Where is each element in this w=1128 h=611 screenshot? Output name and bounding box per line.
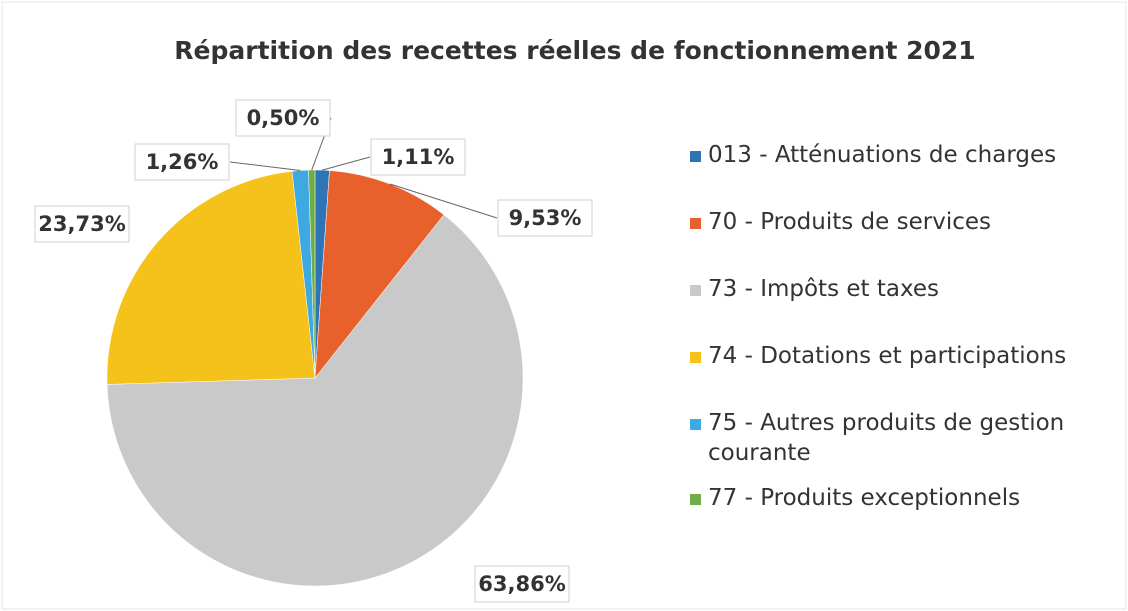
legend-swatch [690, 419, 701, 430]
label-box [497, 199, 593, 237]
legend-item: 73 - Impôts et taxes [690, 274, 1110, 341]
legend-label: 70 - Produits de services [708, 209, 991, 235]
data-label: 1,11% [382, 145, 455, 169]
leader-line [389, 183, 498, 219]
legend-swatch [690, 151, 701, 162]
legend-item: 77 - Produits exceptionnels [690, 483, 1110, 550]
legend: 013 - Atténuations de charges 70 - Produi… [690, 140, 1110, 550]
legend-item: 013 - Atténuations de charges [690, 140, 1110, 207]
pie-slice [314, 170, 445, 379]
pie-slice [106, 170, 316, 385]
label-box [34, 205, 130, 243]
data-label: 23,73% [38, 212, 125, 236]
label-box [134, 143, 230, 181]
data-label: 63,86% [478, 572, 565, 596]
label-box [474, 565, 570, 603]
leader-line [229, 161, 301, 172]
legend-swatch [690, 285, 701, 296]
legend-label: 013 - Atténuations de charges [708, 142, 1057, 168]
pie-slice [106, 214, 524, 587]
legend-swatch [690, 494, 701, 505]
data-label: 1,26% [146, 150, 219, 174]
legend-label: 77 - Produits exceptionnels [708, 485, 1021, 511]
data-label: 0,50% [247, 106, 320, 130]
data-label: 9,53% [509, 206, 582, 230]
legend-swatch [690, 218, 701, 229]
leader-line [322, 156, 371, 171]
chart-title: Répartition des recettes réelles de fonc… [174, 36, 975, 65]
legend-item: 75 - Autres produits de gestion courante [690, 408, 1110, 483]
legend-label: 75 - Autres produits de gestion courante [708, 410, 1065, 466]
legend-swatch [690, 352, 701, 363]
legend-item: 74 - Dotations et participations [690, 341, 1110, 408]
label-box [370, 138, 466, 176]
legend-label: 73 - Impôts et taxes [708, 276, 939, 302]
legend-item: 70 - Produits de services [690, 207, 1110, 274]
pie-slice [308, 169, 316, 379]
legend-label: 74 - Dotations et participations [708, 343, 1067, 369]
label-box [235, 99, 331, 137]
